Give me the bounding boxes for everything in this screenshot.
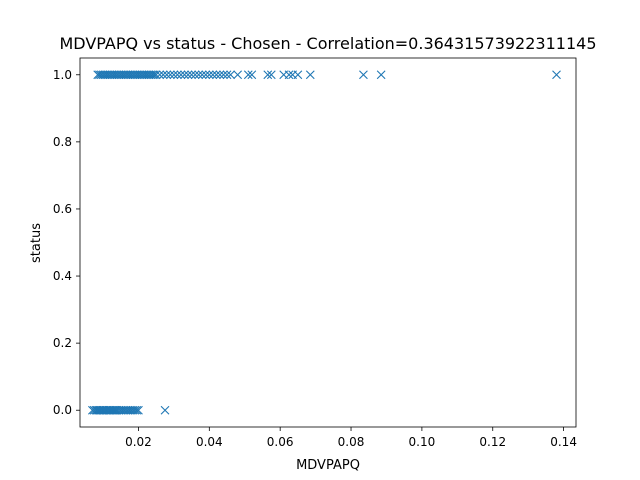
data-point	[359, 70, 368, 80]
x-axis-label: MDVPAPQ	[296, 458, 360, 473]
data-point	[180, 70, 189, 80]
plot-area: 0.02 0.04 0.06 0.08 0.10 0.12 0.14 0.0 0.2 0.4 0.6…	[53, 57, 577, 449]
x-tick-label: 0.08	[338, 435, 365, 449]
x-tick-label: 0.10	[409, 435, 436, 449]
chart-title: MDVPAPQ vs status - Chosen - Correlation…	[59, 34, 596, 53]
data-point	[208, 70, 218, 80]
y-tick-label: 0.2	[53, 336, 72, 350]
x-tick-label: 0.04	[196, 435, 223, 449]
y-tick-label: 0.6	[53, 202, 72, 216]
y-tick-label: 1.0	[53, 68, 72, 82]
data-point	[169, 70, 179, 80]
data-point	[201, 70, 211, 80]
data-point	[233, 70, 243, 80]
data-point	[197, 70, 207, 80]
data-point	[130, 405, 140, 415]
y-axis-label: status	[29, 223, 44, 263]
data-point	[212, 70, 221, 80]
y-tick-label: 0.8	[53, 135, 72, 149]
y-tick-label: 0.0	[53, 403, 72, 417]
data-point	[263, 70, 273, 80]
data-point	[243, 70, 253, 80]
x-tick-label: 0.02	[125, 435, 152, 449]
axes-frame	[79, 57, 577, 428]
data-point	[173, 70, 182, 80]
data-point	[132, 405, 142, 415]
y-tick-label: 0.4	[53, 269, 72, 283]
x-tick-label: 0.06	[267, 435, 294, 449]
data-point	[247, 70, 257, 80]
data-point	[187, 70, 196, 80]
data-point	[158, 70, 168, 80]
data-point	[160, 405, 170, 415]
data-point	[284, 70, 294, 80]
data-point	[204, 70, 214, 80]
x-tick-label: 0.12	[479, 435, 506, 449]
data-point	[293, 70, 303, 80]
data-point	[162, 70, 172, 80]
data-point	[215, 70, 225, 80]
data-point	[183, 70, 193, 80]
data-point	[134, 405, 143, 415]
data-point	[226, 70, 235, 80]
x-tick-label: 0.14	[550, 435, 577, 449]
data-point	[190, 70, 200, 80]
data-point	[266, 70, 276, 80]
data-point	[376, 70, 386, 80]
data-point	[194, 70, 204, 80]
data-point	[219, 70, 228, 80]
axes-background	[80, 58, 576, 427]
data-point	[165, 70, 175, 80]
data-point	[148, 70, 158, 80]
data-point	[552, 70, 561, 80]
data-point	[151, 70, 161, 80]
data-point	[155, 70, 165, 80]
data-point	[222, 70, 232, 80]
data-point	[176, 70, 186, 80]
data-point	[305, 70, 315, 80]
